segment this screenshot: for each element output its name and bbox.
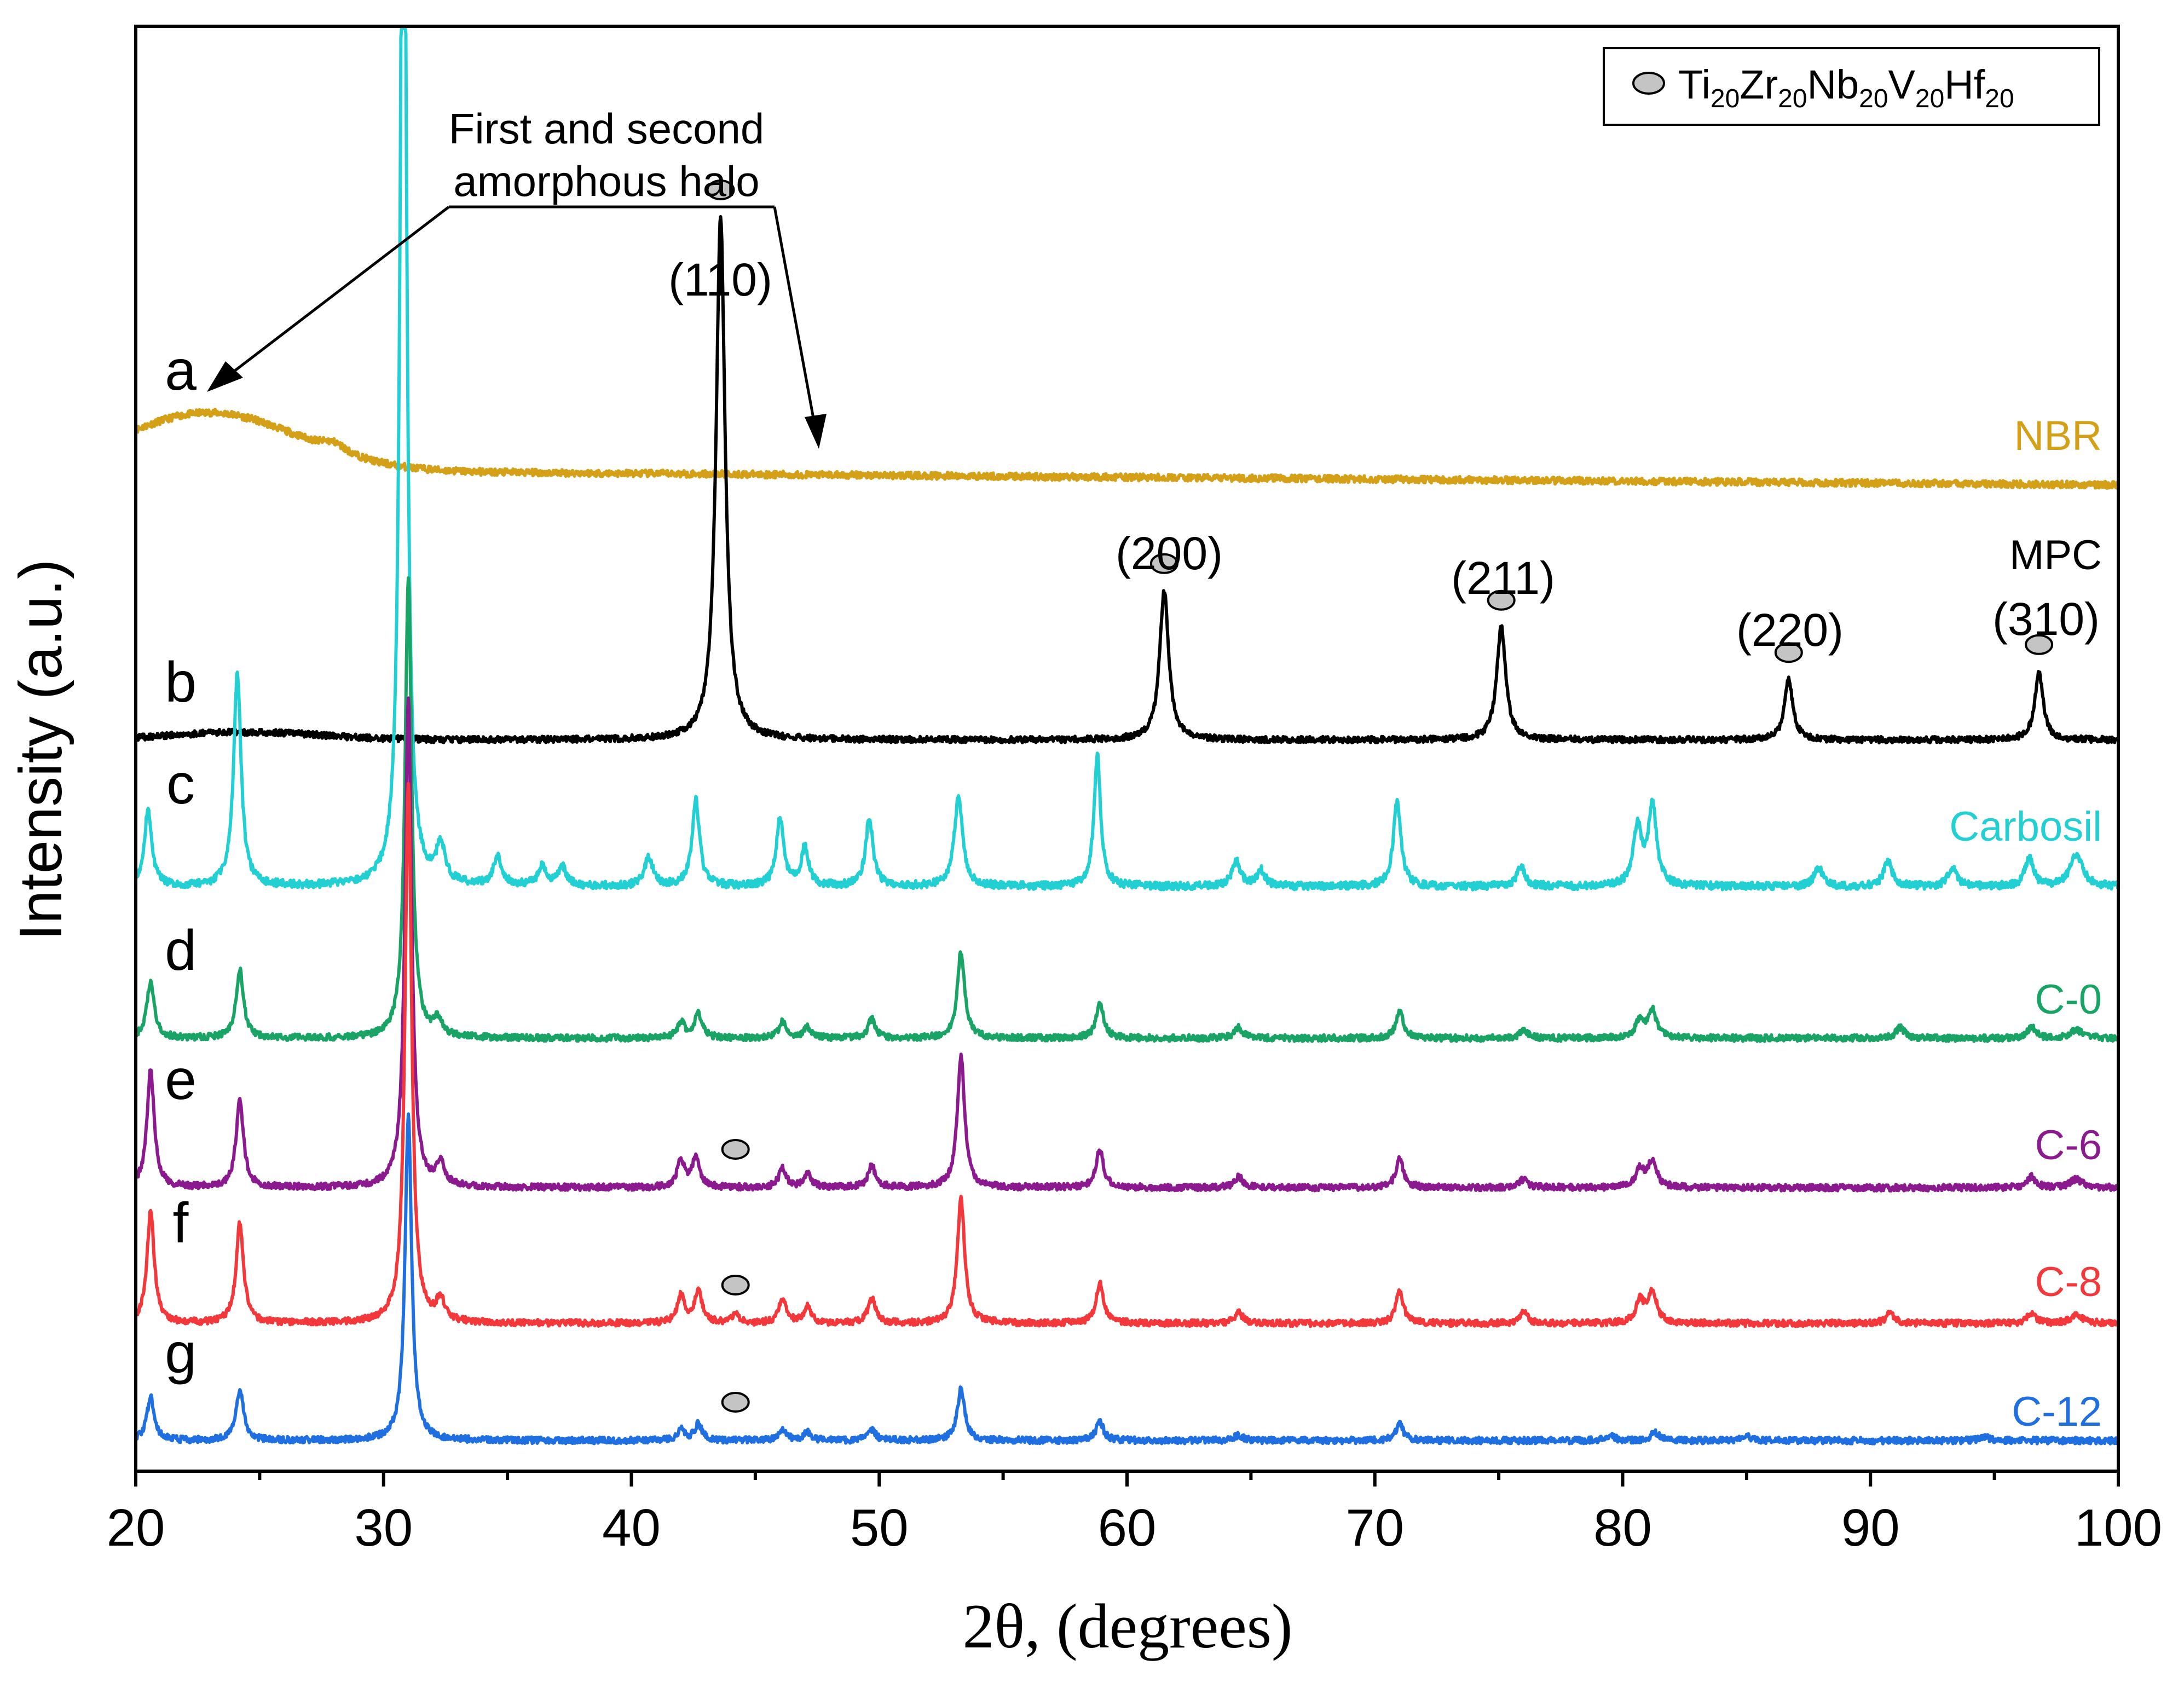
series-name-c: Carbosil (1949, 803, 2102, 850)
phase-marker-icon (1774, 642, 1803, 663)
x-tick-label: 70 (1345, 1499, 1404, 1557)
peak-label-220: (220) (1736, 604, 1844, 656)
trace-c-line (134, 27, 2120, 892)
x-tick-label: 60 (1098, 1499, 1157, 1557)
series-name-e: C-6 (2035, 1122, 2102, 1169)
trace-g-line (134, 1112, 2120, 1445)
trace-e-line (134, 696, 2120, 1193)
series-name-d: C-0 (2035, 976, 2102, 1023)
trace-a-letter: a (165, 339, 197, 402)
peak-label-211: (211) (1451, 552, 1555, 604)
trace-b-line (135, 215, 2120, 745)
trace-g-letter: g (165, 1322, 197, 1385)
peak-label-310: (310) (1992, 593, 2100, 645)
phase-marker-icon (721, 1392, 750, 1413)
phase-marker-icon (1487, 589, 1516, 611)
annotation-arrowhead-right (805, 414, 827, 449)
annotation-arrowhead-left (207, 361, 243, 392)
x-tick-label: 100 (2075, 1499, 2162, 1557)
x-axis-title: 2θ, (degrees) (962, 1592, 1292, 1662)
peak-label-110: (110) (668, 254, 772, 305)
annotation-line-1: First and second (449, 105, 765, 153)
phase-marker-icon (706, 180, 735, 200)
legend-label: Ti20Zr20Nb20V20Hf20 (1678, 62, 2014, 113)
phase-marker-icon (721, 1275, 750, 1295)
annotation-arrow-right (773, 206, 816, 425)
phase-marker-icon (721, 1139, 750, 1160)
x-tick-label: 50 (850, 1499, 909, 1557)
x-tick-label: 30 (354, 1499, 413, 1557)
phase-marker-icon (2025, 634, 2054, 655)
x-tick-label: 80 (1593, 1499, 1652, 1557)
trace-d-letter: d (165, 919, 197, 982)
series-name-g: C-12 (2012, 1389, 2102, 1435)
phase-markers (706, 180, 2054, 1413)
x-axis-ticks (134, 1471, 2120, 1487)
legend-marker-icon (1632, 72, 1665, 95)
traces-layer (134, 27, 2120, 1445)
series-name-a: NBR (2014, 413, 2102, 459)
series-name-b: MPC (2009, 532, 2102, 579)
trace-b-letter: b (165, 651, 197, 714)
trace-f-letter: f (173, 1192, 189, 1255)
x-tick-label: 20 (107, 1499, 165, 1557)
series-name-f: C-8 (2035, 1259, 2102, 1305)
trace-c-letter: c (166, 753, 195, 816)
phase-marker-icon (1149, 553, 1178, 574)
trace-d-line (135, 576, 2120, 1043)
x-tick-label: 90 (1841, 1499, 1900, 1557)
x-tick-label: 40 (602, 1499, 661, 1557)
legend: Ti20Zr20Nb20V20Hf20 (1603, 47, 2100, 126)
annotation-line-2: amorphous halo (453, 157, 759, 205)
legend-box (1603, 47, 2100, 126)
amorphous-halo-annotation: First and second amorphous halo (207, 105, 827, 449)
trace-a-line (134, 407, 2120, 490)
trace-f-line (135, 782, 2119, 1328)
peak-label-200: (200) (1116, 528, 1223, 579)
y-axis-title: Intensity (a.u.) (7, 559, 74, 941)
trace-e-letter: e (165, 1048, 197, 1112)
x-axis-tick-labels: 20 30 40 50 60 70 80 90 100 (107, 1499, 2162, 1557)
annotation-arrow-left (226, 206, 450, 378)
trace-labels: a NBR b MPC (110) (200) (211) (220) (310) c Carbos… (165, 254, 2102, 1435)
